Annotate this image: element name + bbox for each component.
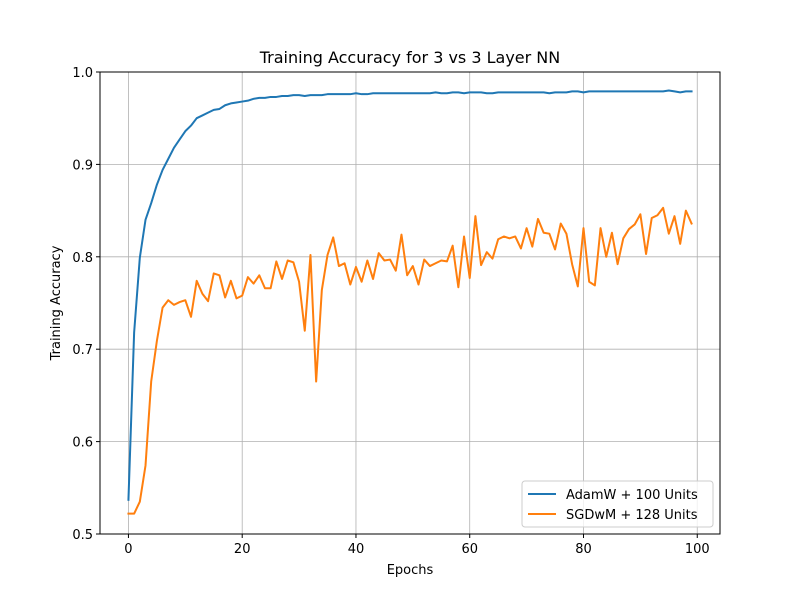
x-tick-label: 100 bbox=[685, 542, 710, 557]
y-axis-label: Training Accuracy bbox=[49, 245, 64, 361]
x-tick-label: 60 bbox=[461, 542, 478, 557]
series-line-adamw bbox=[127, 89, 693, 501]
x-tick-label: 40 bbox=[348, 542, 365, 557]
legend-label-sgdwm: SGDwM + 128 Units bbox=[566, 508, 698, 523]
y-tick-label: 0.5 bbox=[72, 528, 93, 543]
y-tick-label: 0.9 bbox=[72, 158, 93, 173]
plot-frame bbox=[99, 71, 721, 535]
x-tick-label: 80 bbox=[575, 542, 592, 557]
x-tick-label: 20 bbox=[234, 542, 251, 557]
series-layer bbox=[127, 89, 693, 515]
series-line-sgdwm bbox=[127, 206, 693, 515]
legend: AdamW + 100 Units SGDwM + 128 Units bbox=[521, 480, 714, 528]
axis-ticks: 0 20 40 60 80 100 0.5 0.6 0.7 0.8 0.9 1.0 bbox=[72, 66, 709, 557]
x-axis-label: Epochs bbox=[387, 563, 434, 578]
legend-label-adamw: AdamW + 100 Units bbox=[566, 488, 698, 503]
y-tick-label: 0.7 bbox=[72, 343, 93, 358]
x-tick-label: 0 bbox=[124, 542, 132, 557]
y-tick-label: 1.0 bbox=[72, 66, 93, 81]
y-tick-label: 0.8 bbox=[72, 251, 93, 266]
chart-title: Training Accuracy for 3 vs 3 Layer NN bbox=[259, 48, 561, 67]
legend-box bbox=[521, 480, 714, 528]
y-tick-label: 0.6 bbox=[72, 436, 93, 451]
